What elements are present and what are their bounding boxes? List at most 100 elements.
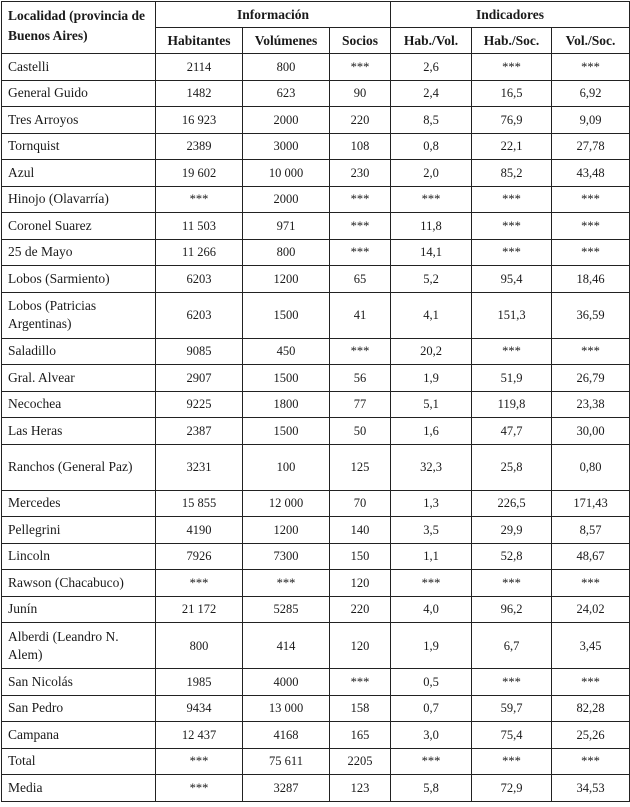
cell-hab-vol: 0,5 [390, 668, 473, 696]
cell-hab-soc: 16,5 [471, 79, 553, 107]
cell-vol-soc: 36,59 [551, 291, 630, 339]
cell-socios: *** [328, 337, 392, 365]
cell-vol-soc: 27,78 [551, 132, 630, 160]
cell-socios: 220 [328, 595, 392, 623]
locality-cell: Castelli [1, 53, 156, 81]
cell-hab-vol: 3,5 [390, 516, 473, 544]
cell-volumenes: 5285 [242, 595, 330, 623]
locality-cell: Lobos (Sarmiento) [1, 265, 156, 293]
cell-habitantes: 6203 [155, 265, 243, 293]
cell-hab-soc: 51,9 [471, 364, 553, 392]
cell-habitantes: 11 266 [155, 238, 243, 266]
table-row: Lobos (Patricias Argentinas) 6203 1500 41 4,… [1, 291, 630, 339]
cell-hab-vol: *** [390, 747, 473, 775]
locality-cell: Mercedes [1, 489, 156, 517]
cell-habitantes: 15 855 [155, 489, 243, 517]
cell-hab-vol: 3,0 [390, 721, 473, 749]
cell-hab-soc: *** [471, 238, 553, 266]
cell-hab-vol: 2,4 [390, 79, 473, 107]
table-row: Lincoln 7926 7300 150 1,1 52,8 48,67 [1, 542, 630, 570]
table-row: Azul 19 602 10 000 230 2,0 85,2 43,48 [1, 159, 630, 187]
cell-habitantes: *** [155, 774, 243, 802]
locality-cell: Ranchos (General Paz) [1, 443, 156, 491]
locality-cell: Rawson (Chacabuco) [1, 569, 156, 597]
locality-cell: Hinojo (Olavarría) [1, 185, 156, 213]
cell-vol-soc: *** [551, 185, 630, 213]
locality-cell: Lobos (Patricias Argentinas) [1, 291, 156, 339]
cell-hab-soc: *** [471, 668, 553, 696]
locality-cell: Tres Arroyos [1, 106, 156, 134]
cell-vol-soc: 18,46 [551, 265, 630, 293]
cell-hab-soc: *** [471, 53, 553, 81]
cell-habitantes: 7926 [155, 542, 243, 570]
cell-volumenes: 3287 [242, 774, 330, 802]
cell-vol-soc: 43,48 [551, 159, 630, 187]
locality-cell: Media [1, 774, 156, 802]
cell-hab-vol: 14,1 [390, 238, 473, 266]
cell-volumenes: *** [242, 569, 330, 597]
cell-volumenes: 971 [242, 212, 330, 240]
cell-habitantes: 800 [155, 622, 243, 669]
cell-hab-vol: 4,1 [390, 291, 473, 339]
table-row: General Guido 1482 623 90 2,4 16,5 6,92 [1, 79, 630, 107]
table-row: Necochea 9225 1800 77 5,1 119,8 23,38 [1, 390, 630, 418]
cell-socios: 65 [328, 265, 392, 293]
cell-hab-soc: 72,9 [471, 774, 553, 802]
table-row: Pellegrini 4190 1200 140 3,5 29,9 8,57 [1, 516, 630, 544]
cell-vol-soc: 6,92 [551, 79, 630, 107]
cell-volumenes: 414 [242, 622, 330, 669]
cell-habitantes: *** [155, 569, 243, 597]
column-header-socios: Socios [328, 27, 392, 54]
cell-vol-soc: 23,38 [551, 390, 630, 418]
cell-vol-soc: *** [551, 238, 630, 266]
cell-volumenes: 1200 [242, 516, 330, 544]
cell-volumenes: 100 [242, 443, 330, 491]
cell-vol-soc: 3,45 [551, 622, 630, 669]
cell-habitantes: 2387 [155, 417, 243, 445]
cell-hab-vol: 0,7 [390, 694, 473, 722]
locality-cell: San Pedro [1, 694, 156, 722]
cell-volumenes: 1200 [242, 265, 330, 293]
cell-socios: 140 [328, 516, 392, 544]
cell-habitantes: 1482 [155, 79, 243, 107]
cell-hab-soc: 47,7 [471, 417, 553, 445]
cell-hab-soc: *** [471, 337, 553, 365]
cell-volumenes: 7300 [242, 542, 330, 570]
indicators-group-header: Indicadores [390, 1, 630, 28]
table-row: Mercedes 15 855 12 000 70 1,3 226,5 171,43 [1, 489, 630, 517]
table-row: Alberdi (Leandro N. Alem) 800 414 120 1,9 6,7… [1, 622, 630, 669]
cell-socios: 90 [328, 79, 392, 107]
table-row: Hinojo (Olavarría) *** 2000 *** *** *** *** [1, 185, 630, 213]
table-row: Coronel Suarez 11 503 971 *** 11,8 *** *** [1, 212, 630, 240]
cell-socios: 165 [328, 721, 392, 749]
cell-hab-soc: 22,1 [471, 132, 553, 160]
locality-cell: Lincoln [1, 542, 156, 570]
cell-vol-soc: *** [551, 337, 630, 365]
cell-vol-soc: *** [551, 53, 630, 81]
cell-socios: 120 [328, 569, 392, 597]
cell-hab-vol: 20,2 [390, 337, 473, 365]
cell-socios: 2205 [328, 747, 392, 775]
locality-cell: Coronel Suarez [1, 212, 156, 240]
cell-volumenes: 10 000 [242, 159, 330, 187]
table-row: 25 de Mayo 11 266 800 *** 14,1 *** *** [1, 238, 630, 266]
cell-hab-vol: 32,3 [390, 443, 473, 491]
cell-volumenes: 13 000 [242, 694, 330, 722]
cell-hab-vol: 1,3 [390, 489, 473, 517]
cell-vol-soc: 34,53 [551, 774, 630, 802]
cell-hab-soc: 151,3 [471, 291, 553, 339]
cell-socios: *** [328, 53, 392, 81]
cell-habitantes: 4190 [155, 516, 243, 544]
cell-vol-soc: 0,80 [551, 443, 630, 491]
cell-socios: *** [328, 212, 392, 240]
cell-hab-vol: 5,2 [390, 265, 473, 293]
cell-socios: 123 [328, 774, 392, 802]
cell-habitantes: 11 503 [155, 212, 243, 240]
column-header-volumenes: Volúmenes [242, 27, 330, 54]
cell-habitantes: 6203 [155, 291, 243, 339]
cell-socios: 158 [328, 694, 392, 722]
cell-habitantes: 19 602 [155, 159, 243, 187]
cell-hab-vol: 2,0 [390, 159, 473, 187]
cell-habitantes: 9434 [155, 694, 243, 722]
cell-vol-soc: *** [551, 668, 630, 696]
